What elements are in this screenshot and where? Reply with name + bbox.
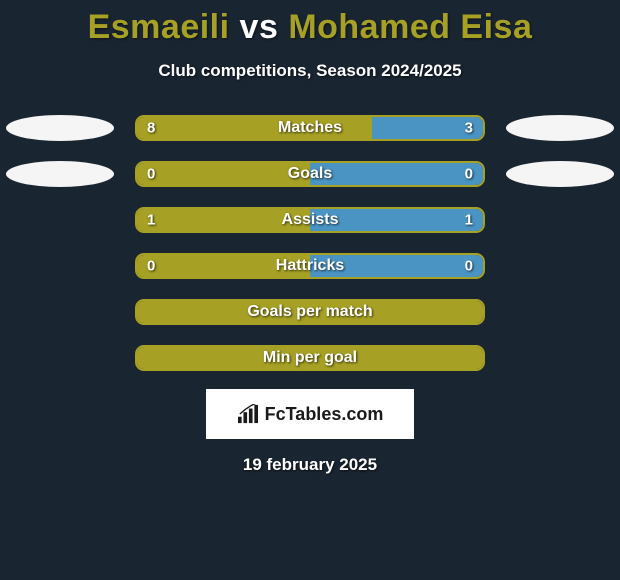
team-logo-placeholder-left [6, 115, 114, 141]
vs-text: vs [240, 8, 279, 46]
comparison-card: Esmaeili vs Mohamed Eisa Club competitio… [0, 0, 620, 580]
stat-label: Goals per match [247, 303, 372, 321]
stat-value-right: 0 [465, 166, 473, 183]
footer-date: 19 february 2025 [243, 455, 377, 475]
stat-bar: Goals per match [135, 299, 485, 325]
stat-row: 8 3 Matches [0, 115, 620, 141]
branding-badge: FcTables.com [206, 389, 414, 439]
stat-row: Min per goal [0, 345, 620, 371]
stat-row: 0 0 Hattricks [0, 253, 620, 279]
branding-text: FcTables.com [265, 404, 384, 425]
stat-label: Hattricks [276, 257, 344, 275]
stat-value-left: 1 [147, 212, 155, 229]
chart-icon [237, 404, 259, 424]
stat-value-right: 1 [465, 212, 473, 229]
subtitle: Club competitions, Season 2024/2025 [158, 61, 461, 81]
stat-bar: 1 1 Assists [135, 207, 485, 233]
stat-label: Goals [288, 165, 332, 183]
player1-name: Esmaeili [88, 8, 230, 46]
stat-bar: 8 3 Matches [135, 115, 485, 141]
stat-row: 0 0 Goals [0, 161, 620, 187]
stat-bar: 0 0 Goals [135, 161, 485, 187]
stat-bar: Min per goal [135, 345, 485, 371]
bar-fill-left [137, 163, 310, 185]
stat-row: 1 1 Assists [0, 207, 620, 233]
team-logo-placeholder-right [506, 115, 614, 141]
stat-value-left: 0 [147, 258, 155, 275]
stats-rows: 8 3 Matches 0 0 Goals 1 1 Assists 0 0 Hattricks Goal… [0, 115, 620, 371]
stat-value-right: 0 [465, 258, 473, 275]
bar-fill-right [310, 163, 483, 185]
stat-label: Min per goal [263, 349, 357, 367]
stat-label: Matches [278, 119, 342, 137]
stat-value-left: 8 [147, 120, 155, 137]
player2-name: Mohamed Eisa [288, 8, 532, 46]
stat-bar: 0 0 Hattricks [135, 253, 485, 279]
stat-label: Assists [282, 211, 339, 229]
stat-value-left: 0 [147, 166, 155, 183]
stat-row: Goals per match [0, 299, 620, 325]
page-title: Esmaeili vs Mohamed Eisa [88, 8, 533, 47]
team-logo-placeholder-left [6, 161, 114, 187]
team-logo-placeholder-right [506, 161, 614, 187]
stat-value-right: 3 [465, 120, 473, 137]
